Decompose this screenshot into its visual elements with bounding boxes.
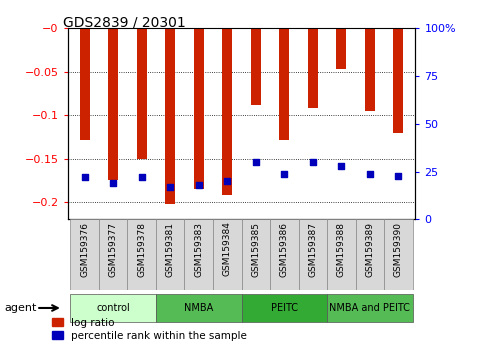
FancyBboxPatch shape xyxy=(71,219,99,290)
Bar xyxy=(279,28,289,139)
Text: GSM159376: GSM159376 xyxy=(80,222,89,276)
Text: PEITC: PEITC xyxy=(271,303,298,313)
FancyBboxPatch shape xyxy=(99,219,128,290)
FancyBboxPatch shape xyxy=(384,219,412,290)
FancyBboxPatch shape xyxy=(156,219,185,290)
Point xyxy=(395,173,402,178)
Bar xyxy=(108,28,118,181)
Text: GSM159389: GSM159389 xyxy=(365,222,374,276)
Point xyxy=(166,184,174,190)
Text: control: control xyxy=(96,303,130,313)
Bar xyxy=(308,28,318,108)
Bar xyxy=(251,28,261,105)
FancyBboxPatch shape xyxy=(355,219,384,290)
Text: GSM159386: GSM159386 xyxy=(280,222,289,276)
Bar xyxy=(393,28,403,133)
Point xyxy=(195,182,202,188)
Point xyxy=(81,175,88,180)
Text: GSM159383: GSM159383 xyxy=(194,222,203,276)
FancyBboxPatch shape xyxy=(71,294,156,322)
Point xyxy=(366,171,374,176)
Point xyxy=(281,171,288,176)
FancyBboxPatch shape xyxy=(185,219,213,290)
FancyBboxPatch shape xyxy=(242,294,327,322)
Text: agent: agent xyxy=(5,303,37,313)
Point xyxy=(138,175,145,180)
FancyBboxPatch shape xyxy=(242,219,270,290)
FancyBboxPatch shape xyxy=(213,219,242,290)
Bar xyxy=(137,28,147,159)
Text: GDS2839 / 20301: GDS2839 / 20301 xyxy=(63,16,185,30)
Text: GSM159390: GSM159390 xyxy=(394,222,403,276)
Point xyxy=(109,180,117,186)
Point xyxy=(338,163,345,169)
Point xyxy=(309,159,317,165)
Bar xyxy=(80,28,90,139)
Point xyxy=(252,159,260,165)
FancyBboxPatch shape xyxy=(270,219,298,290)
Text: GSM159384: GSM159384 xyxy=(223,222,232,276)
FancyBboxPatch shape xyxy=(156,294,242,322)
Bar xyxy=(365,28,375,111)
Text: NMBA: NMBA xyxy=(184,303,213,313)
FancyBboxPatch shape xyxy=(327,294,412,322)
Bar xyxy=(194,28,204,189)
Point xyxy=(223,178,231,184)
Text: GSM159377: GSM159377 xyxy=(109,222,118,276)
Bar xyxy=(165,28,175,204)
Text: GSM159387: GSM159387 xyxy=(308,222,317,276)
Legend: log ratio, percentile rank within the sample: log ratio, percentile rank within the sa… xyxy=(48,314,251,345)
Bar xyxy=(336,28,346,69)
Text: NMBA and PEITC: NMBA and PEITC xyxy=(329,303,410,313)
FancyBboxPatch shape xyxy=(327,219,355,290)
FancyBboxPatch shape xyxy=(298,219,327,290)
FancyBboxPatch shape xyxy=(128,219,156,290)
Text: GSM159388: GSM159388 xyxy=(337,222,346,276)
Bar xyxy=(222,28,232,195)
Text: GSM159381: GSM159381 xyxy=(166,222,175,276)
Text: GSM159378: GSM159378 xyxy=(137,222,146,276)
Text: GSM159385: GSM159385 xyxy=(251,222,260,276)
